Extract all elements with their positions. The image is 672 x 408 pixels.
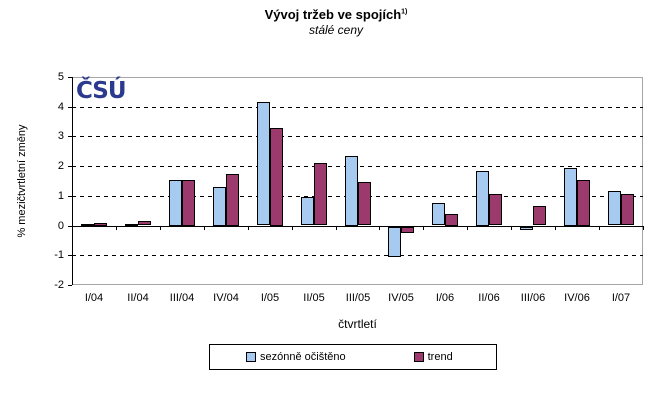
legend-swatch-icon <box>246 352 256 362</box>
bar-seasonally-adjusted-IV/05 <box>388 227 401 257</box>
bar-seasonally-adjusted-I/04 <box>81 224 94 226</box>
y-tick-label: 3 <box>57 130 64 142</box>
legend-item-seasonally-adjusted: sezónně očištěno <box>246 351 346 363</box>
x-axis-line <box>72 226 643 227</box>
x-axis-tick <box>336 226 337 230</box>
bar-seasonally-adjusted-I/05 <box>257 102 270 225</box>
bar-seasonally-adjusted-III/05 <box>345 156 358 226</box>
chart-title-footnote-mark: 1) <box>401 8 408 16</box>
x-axis-tick <box>423 226 424 230</box>
bar-trend-III/05 <box>358 182 371 225</box>
y-axis-tick <box>68 285 72 286</box>
y-tick-label: 0 <box>57 220 64 232</box>
bar-seasonally-adjusted-III/04 <box>169 180 182 226</box>
bar-trend-II/06 <box>489 194 502 225</box>
x-axis-tick <box>643 226 644 230</box>
bar-trend-III/06 <box>533 206 546 225</box>
y-axis-tick <box>68 226 72 227</box>
y-tick-label: 5 <box>57 71 64 83</box>
chart-title: Vývoj tržeb ve spojích1) <box>0 7 672 22</box>
bar-seasonally-adjusted-I/06 <box>432 203 445 225</box>
y-axis-title: % mezičtvrtletní změny <box>16 124 28 238</box>
x-tick-label: I/05 <box>260 292 280 304</box>
y-tick-label: 4 <box>57 101 64 113</box>
chart-subtitle: stálé ceny <box>308 23 364 37</box>
y-axis-tick <box>68 166 72 167</box>
y-axis-tick <box>68 77 72 78</box>
x-tick-label: II/05 <box>303 292 325 304</box>
csu-logo: ČSÚ <box>76 78 127 104</box>
y-axis-tick <box>68 107 72 108</box>
x-axis-tick <box>467 226 468 230</box>
x-axis-tick <box>379 226 380 230</box>
bar-trend-II/05 <box>314 163 327 225</box>
x-axis-tick <box>116 226 117 230</box>
bar-seasonally-adjusted-II/04 <box>125 224 138 226</box>
bar-trend-II/04 <box>138 221 151 225</box>
bar-trend-I/05 <box>270 128 283 226</box>
legend-label: sezónně očištěno <box>260 351 346 363</box>
gridline--1 <box>72 255 643 256</box>
bar-trend-I/04 <box>94 223 107 226</box>
x-tick-label: III/05 <box>345 292 371 304</box>
bar-trend-I/06 <box>445 214 458 226</box>
y-tick-label: 2 <box>57 160 64 172</box>
bar-seasonally-adjusted-I/07 <box>608 191 621 225</box>
x-tick-label: III/06 <box>520 292 546 304</box>
y-axis-tick <box>68 196 72 197</box>
legend-label: trend <box>427 351 453 363</box>
x-tick-label: II/04 <box>127 292 149 304</box>
x-axis-tick <box>599 226 600 230</box>
x-tick-label: I/04 <box>84 292 104 304</box>
x-axis-tick <box>160 226 161 230</box>
x-tick-label: IV/06 <box>564 292 590 304</box>
x-axis-tick <box>248 226 249 230</box>
bar-trend-III/04 <box>182 180 195 226</box>
bar-seasonally-adjusted-III/06 <box>520 227 533 230</box>
bar-trend-IV/05 <box>401 227 414 233</box>
y-axis-tick <box>68 255 72 256</box>
bar-seasonally-adjusted-IV/04 <box>213 187 226 226</box>
bar-trend-I/07 <box>621 194 634 225</box>
x-axis-tick <box>292 226 293 230</box>
x-tick-label: IV/05 <box>388 292 414 304</box>
bar-seasonally-adjusted-IV/06 <box>564 168 577 226</box>
x-axis-title: čtvrtletí <box>338 317 377 331</box>
legend: sezónně očištěno trend <box>209 344 497 370</box>
x-axis-tick <box>204 226 205 230</box>
bar-seasonally-adjusted-II/05 <box>301 197 314 225</box>
gridline-3 <box>72 136 643 137</box>
bar-trend-IV/06 <box>577 180 590 226</box>
y-tick-label: -2 <box>54 279 64 291</box>
x-tick-label: III/04 <box>169 292 195 304</box>
x-tick-label: I/06 <box>435 292 455 304</box>
bar-trend-IV/04 <box>226 174 239 226</box>
y-tick-label: -1 <box>54 249 64 261</box>
legend-swatch-icon <box>413 352 424 362</box>
x-axis-tick <box>555 226 556 230</box>
legend-item-trend: trend <box>413 351 453 363</box>
y-axis-tick <box>68 136 72 137</box>
chart-title-text: Vývoj tržeb ve spojích <box>264 7 402 22</box>
x-tick-label: IV/04 <box>213 292 239 304</box>
x-tick-label: II/06 <box>478 292 500 304</box>
y-tick-label: 1 <box>57 190 64 202</box>
x-axis-tick <box>511 226 512 230</box>
x-tick-label: I/07 <box>611 292 631 304</box>
bar-seasonally-adjusted-II/06 <box>476 171 489 226</box>
y-axis-line <box>72 77 73 285</box>
gridline-4 <box>72 107 643 108</box>
